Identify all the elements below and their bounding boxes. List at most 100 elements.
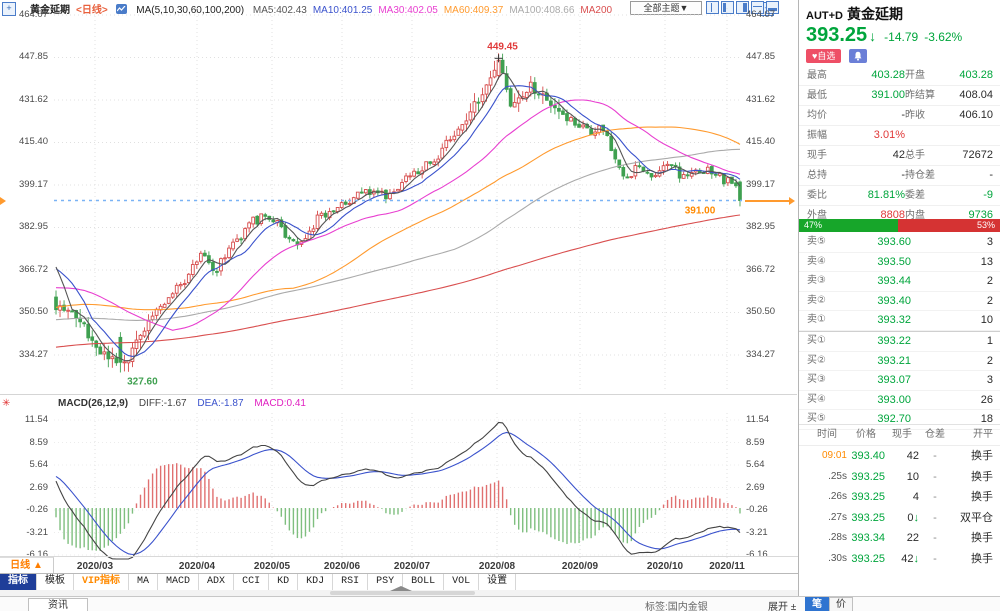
order-book-row[interactable]: 买① 393.22 1 xyxy=(799,330,1000,352)
sales-header-时间: 时间 xyxy=(817,429,837,440)
ma-value-label: MA5:402.43 xyxy=(252,5,307,16)
sales-row: .26s 393.25 4 - 换手 xyxy=(799,487,1000,508)
indicator-tab-设置[interactable]: 设置 xyxy=(479,574,517,590)
quote-row: 均价 - 昨收 406.10 xyxy=(799,106,1000,126)
detail-tab-2[interactable]: 价 xyxy=(829,597,853,611)
current-price-pointer-arrow xyxy=(789,196,795,205)
sales-volume: 10 xyxy=(906,470,919,483)
sales-volume: 0↓ xyxy=(907,511,920,524)
order-book-row[interactable]: 卖① 393.32 10 xyxy=(799,311,1000,331)
pane-left-icon[interactable] xyxy=(721,1,734,14)
quote-value: - xyxy=(901,169,905,181)
x-axis-label: 2020/04 xyxy=(178,561,216,572)
buy-sell-strength-bar: 47% 53% xyxy=(799,219,1000,232)
order-book-qty: 2 xyxy=(986,354,993,367)
price-tick-left: 350.50 xyxy=(18,306,48,318)
time-and-sales: 时间 价格 现手 仓差 开平 09:01 393.40 42 - 换手 .25s 393.25 10 -… xyxy=(799,424,1000,570)
order-book-row[interactable]: 买② 393.21 2 xyxy=(799,352,1000,372)
macd-tick-left: -0.26 xyxy=(26,504,48,515)
quote-label: 内盘 xyxy=(905,210,925,221)
order-book-row[interactable]: 卖⑤ 393.60 3 xyxy=(799,233,1000,253)
sales-volume: 4 xyxy=(912,491,919,504)
sales-header-开平: 开平 xyxy=(973,429,993,440)
order-book-row[interactable]: 买④ 393.00 26 xyxy=(799,391,1000,411)
quote-row: 最低 391.00 昨结算 408.04 xyxy=(799,86,1000,106)
order-book-row[interactable]: 买⑤ 392.70 18 xyxy=(799,410,1000,430)
price-change-pct: -3.62% xyxy=(924,30,963,44)
add-favorite-button[interactable]: ♥自选 xyxy=(806,49,842,63)
indicator-tab-模板[interactable]: 模板 xyxy=(37,574,74,590)
order-book: 卖⑤ 393.60 3 卖④ 393.50 13 卖③ 393.44 2 卖② 393.40 2 卖① 3… xyxy=(799,233,1000,430)
macd-title: MACD(26,12,9) xyxy=(58,398,129,409)
svg-text:327.60: 327.60 xyxy=(127,376,158,387)
indicator-tab-ADX[interactable]: ADX xyxy=(199,574,235,590)
detail-tab-1[interactable]: 笔 xyxy=(805,597,829,611)
time-and-sales-rows: 09:01 393.40 42 - 换手 .25s 393.25 10 - 换手 .26s 393.2… xyxy=(799,446,1000,570)
indicator-tab-KD[interactable]: KD xyxy=(269,574,299,590)
price-tick-left: 431.62 xyxy=(18,94,48,105)
pane-maximize-icon[interactable]: + xyxy=(2,2,16,16)
collapse-handle-icon[interactable] xyxy=(390,586,412,591)
indicator-tab-KDJ[interactable]: KDJ xyxy=(298,574,334,590)
price-tick-right: 366.72 xyxy=(746,264,776,275)
sales-price: 393.25 xyxy=(851,491,885,504)
order-book-qty: 10 xyxy=(980,314,993,327)
indicator-tab-MACD[interactable]: MACD xyxy=(158,574,200,590)
pane-split-icon[interactable] xyxy=(706,1,719,14)
order-book-row[interactable]: 买③ 393.07 3 xyxy=(799,371,1000,391)
sales-open-close: 换手 xyxy=(971,470,993,483)
order-book-row[interactable]: 卖② 393.40 2 xyxy=(799,292,1000,312)
macd-legend: MACD(26,12,9) DIFF:-1.67 DEA:-1.87 MACD:… xyxy=(58,398,314,409)
quote-label: 总手 xyxy=(905,150,925,161)
period-tab-daily[interactable]: 日线 ▲ xyxy=(0,557,54,574)
order-book-qty: 3 xyxy=(986,374,993,387)
indicator-tab-VOL[interactable]: VOL xyxy=(444,574,480,590)
pane-split-icon-glyph xyxy=(711,3,712,12)
pane-grid-icon[interactable] xyxy=(751,1,764,14)
status-bar: 资讯 标签:国内金银 展开 ± 笔价 xyxy=(0,596,1000,611)
expand-button[interactable]: 展开 ± xyxy=(768,602,797,611)
sales-time: .27s xyxy=(828,511,847,523)
order-book-row[interactable]: 卖③ 393.44 2 xyxy=(799,272,1000,292)
pane-wide-icon-glyph xyxy=(768,8,777,11)
order-book-qty: 26 xyxy=(980,393,993,406)
x-axis-label: 2020/07 xyxy=(393,561,431,572)
order-book-price: 393.00 xyxy=(877,393,911,406)
indicator-tab-MA[interactable]: MA xyxy=(129,574,159,590)
quote-value: 72672 xyxy=(962,149,993,161)
order-book-row[interactable]: 卖④ 393.50 13 xyxy=(799,253,1000,273)
news-tab[interactable]: 资讯 xyxy=(28,598,88,611)
scrollbar-thumb[interactable] xyxy=(330,591,475,595)
indicator-tab-CCI[interactable]: CCI xyxy=(234,574,270,590)
pane-right-icon[interactable] xyxy=(736,1,749,14)
quote-row: 最高 403.28 开盘 403.28 xyxy=(799,66,1000,86)
indicator-tab-BOLL[interactable]: BOLL xyxy=(403,574,445,590)
order-book-level: 卖⑤ xyxy=(807,236,826,247)
horizontal-scrollbar[interactable] xyxy=(0,586,798,596)
pane-wide-icon[interactable] xyxy=(766,1,779,14)
sales-row: .25s 393.25 10 - 换手 xyxy=(799,467,1000,488)
quote-label: 昨收 xyxy=(905,110,925,121)
indicator-tab-RSI[interactable]: RSI xyxy=(333,574,369,590)
macd-chart[interactable] xyxy=(54,413,742,560)
indicator-settings-icon[interactable]: ✳ xyxy=(2,398,11,409)
macd-tick-right: 11.54 xyxy=(746,414,770,425)
indicator-tab-VIP指标[interactable]: VIP指标 xyxy=(74,574,130,590)
macd-tick-left: 2.69 xyxy=(29,481,49,493)
candlestick-chart[interactable]: 449.45 327.60 391.00 xyxy=(54,8,742,391)
order-book-qty: 18 xyxy=(980,413,993,426)
price-tick-right: 431.62 xyxy=(746,94,776,105)
volume-down-arrow-icon: ↓ xyxy=(913,511,920,524)
macd-tick-right: 5.64 xyxy=(746,459,765,470)
price-tick-left: 415.40 xyxy=(18,136,48,148)
macd-diff-value: DIFF:-1.67 xyxy=(138,398,187,409)
macd-tick-left: 8.59 xyxy=(29,436,49,448)
indicator-tab-指标[interactable]: 指标 xyxy=(0,574,37,590)
alert-bell-button[interactable] xyxy=(849,49,868,63)
indicator-tab-PSY[interactable]: PSY xyxy=(368,574,404,590)
macd-tick-left: 11.54 xyxy=(24,414,48,425)
ma-value-label: MA60:409.37 xyxy=(443,5,504,16)
quote-actions: ♥自选 xyxy=(806,49,868,63)
price-tick-left: 399.17 xyxy=(18,179,48,190)
sales-price: 393.25 xyxy=(851,552,885,565)
